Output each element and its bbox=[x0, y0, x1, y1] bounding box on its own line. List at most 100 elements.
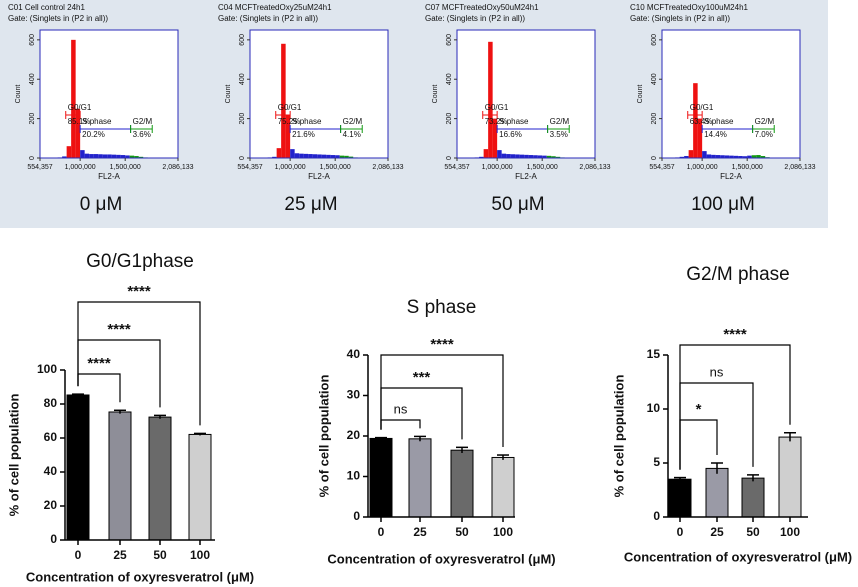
bar bbox=[66, 394, 90, 541]
histogram-bar bbox=[116, 154, 121, 158]
chart-title: S phase bbox=[407, 297, 477, 318]
bar bbox=[450, 449, 474, 518]
y-tick-label: 0 bbox=[239, 156, 246, 160]
significance-bracket bbox=[380, 354, 504, 448]
histogram-bar bbox=[281, 43, 286, 158]
significance-bracket bbox=[679, 419, 718, 470]
histogram-bar bbox=[134, 156, 139, 158]
gate-name: G2/M bbox=[755, 117, 775, 126]
y-tick-label: 40 bbox=[347, 347, 361, 361]
histogram-bar bbox=[93, 154, 99, 158]
x-axis-label: FL2-A bbox=[98, 172, 120, 181]
histogram-bar bbox=[276, 148, 282, 158]
significance-label: **** bbox=[723, 326, 747, 343]
x-tick-label: 2,086,133 bbox=[579, 164, 610, 171]
gate-percent: 75.2% bbox=[278, 117, 301, 126]
histogram-bar bbox=[80, 150, 85, 158]
y-axis-label: Count bbox=[225, 85, 232, 104]
histogram-bar bbox=[308, 154, 313, 158]
concentration-caption: 0 μM bbox=[80, 194, 123, 215]
histogram-bar bbox=[62, 156, 67, 158]
significance-label: ns bbox=[710, 364, 724, 379]
chart-title: G0/G1phase bbox=[86, 251, 194, 272]
gate-percent: 14.4% bbox=[704, 130, 727, 139]
histogram-bar bbox=[84, 153, 90, 158]
histogram-bar bbox=[688, 150, 694, 158]
y-tick-label: 200 bbox=[651, 113, 658, 125]
y-tick-label: 200 bbox=[239, 113, 246, 125]
gate-percent: 16.6% bbox=[499, 130, 522, 139]
concentration-caption: 100 μM bbox=[691, 194, 755, 215]
histogram-bar bbox=[488, 41, 493, 158]
bar bbox=[408, 438, 432, 518]
x-tick-label: 554,357 bbox=[649, 164, 674, 171]
histogram-bar bbox=[760, 156, 766, 158]
histogram-bar bbox=[348, 156, 354, 158]
histogram-bar bbox=[715, 155, 721, 158]
y-tick-label: 80 bbox=[44, 396, 58, 410]
y-tick-label: 600 bbox=[239, 34, 246, 46]
x-tick-label: 0 bbox=[677, 525, 684, 539]
x-tick-label: 554,357 bbox=[27, 164, 52, 171]
chart-title: G2/M phase bbox=[686, 264, 790, 285]
x-tick-label: 25 bbox=[413, 525, 427, 539]
x-tick-label: 100 bbox=[493, 525, 513, 539]
concentration-caption: 50 μM bbox=[491, 194, 544, 215]
y-tick-label: 600 bbox=[29, 34, 36, 46]
y-tick-label: 400 bbox=[29, 73, 36, 85]
histogram-subtitle: Gate: (Singlets in (P2 in all)) bbox=[8, 14, 108, 23]
histogram-bar bbox=[733, 155, 739, 158]
histogram-bar bbox=[317, 154, 322, 158]
histogram-subtitle: Gate: (Singlets in (P2 in all)) bbox=[425, 14, 525, 23]
bar bbox=[668, 478, 692, 518]
significance-label: **** bbox=[127, 283, 151, 300]
y-tick-label: 100 bbox=[37, 362, 57, 376]
plot-frame bbox=[661, 29, 801, 159]
significance-label: **** bbox=[430, 336, 454, 353]
y-tick-label: 40 bbox=[44, 464, 58, 478]
histogram-bar bbox=[542, 155, 547, 158]
histogram-bar bbox=[537, 155, 543, 158]
y-tick-label: 600 bbox=[446, 34, 453, 46]
histogram-bar bbox=[290, 149, 295, 158]
histogram-bar bbox=[711, 154, 716, 158]
y-tick-label: 20 bbox=[44, 498, 58, 512]
bar bbox=[369, 437, 393, 518]
histogram-bar bbox=[102, 154, 108, 158]
x-tick-label: 0 bbox=[75, 548, 82, 562]
histogram-bar bbox=[684, 156, 689, 158]
histogram-bar bbox=[492, 118, 498, 158]
y-axis-label: % of cell population bbox=[316, 375, 331, 498]
histogram-bar bbox=[339, 155, 345, 158]
histogram-bar bbox=[756, 155, 761, 158]
x-axis-label: Concentration of oxyresveratrol (μM) bbox=[327, 551, 555, 566]
histogram-bar bbox=[497, 150, 502, 158]
histogram-bar bbox=[330, 155, 336, 158]
histogram-subtitle: Gate: (Singlets in (P2 in all)) bbox=[630, 14, 730, 23]
histogram-bar bbox=[697, 118, 703, 158]
bar bbox=[705, 467, 729, 518]
histogram-title: C04 MCFTreatedOxy25uM24h1 bbox=[218, 3, 332, 12]
histogram-bar bbox=[120, 155, 126, 158]
y-tick-label: 200 bbox=[446, 113, 453, 125]
histogram-bar bbox=[125, 155, 130, 158]
gate-percent: 85.1% bbox=[68, 117, 91, 126]
plot-area bbox=[457, 30, 595, 158]
x-tick-label: 1,500,000 bbox=[527, 164, 558, 171]
histogram-bar bbox=[303, 153, 309, 158]
x-tick-label: 100 bbox=[190, 548, 210, 562]
histogram-title: C01 Cell control 24h1 bbox=[8, 3, 85, 12]
y-tick-label: 10 bbox=[647, 401, 661, 415]
significance-label: **** bbox=[87, 355, 111, 372]
bar bbox=[741, 477, 765, 518]
gate-name: G0/G1 bbox=[485, 103, 509, 112]
bar bbox=[148, 416, 172, 541]
y-axis-label: Count bbox=[15, 85, 22, 104]
significance-bracket bbox=[679, 344, 791, 470]
histogram-bar bbox=[551, 156, 556, 158]
y-tick-label: 60 bbox=[44, 430, 58, 444]
y-tick-label: 0 bbox=[651, 156, 658, 160]
y-tick-label: 400 bbox=[239, 73, 246, 85]
significance-bracket bbox=[77, 301, 201, 426]
